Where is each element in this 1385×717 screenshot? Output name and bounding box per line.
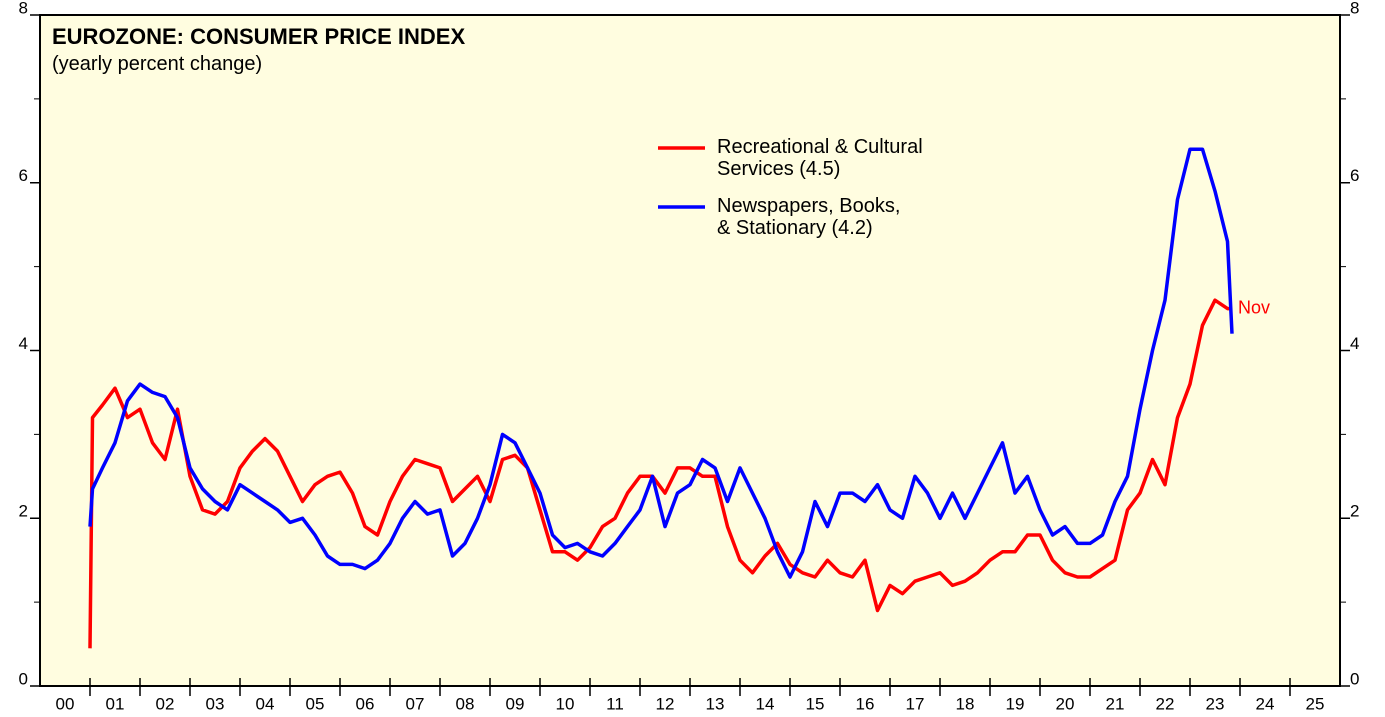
x-tick-label: 02 <box>156 694 175 713</box>
y-tick-label: 8 <box>19 0 28 17</box>
x-tick-label: 18 <box>956 694 975 713</box>
series-line <box>88 298 1232 649</box>
x-tick-label: 09 <box>506 694 525 713</box>
series-line <box>88 147 1234 579</box>
legend-label: Newspapers, Books, & Stationary (4.2) <box>717 195 901 239</box>
x-tick-label: 12 <box>656 694 675 713</box>
y2-tick-label: 2 <box>1350 502 1359 521</box>
y-tick-label: 6 <box>19 166 28 185</box>
legend-label: Recreational & Cultural Services (4.5) <box>717 136 923 180</box>
plot-area <box>39 14 1341 687</box>
x-tick-label: 17 <box>906 694 925 713</box>
x-tick-label: 04 <box>256 694 275 713</box>
y2-tick-label: 4 <box>1350 334 1359 353</box>
y2-tick-label: 8 <box>1350 0 1359 17</box>
x-tick-label: 11 <box>606 694 624 713</box>
x-tick-label: 16 <box>856 694 875 713</box>
x-tick-label: 07 <box>406 694 425 713</box>
y-tick-label: 0 <box>19 669 28 688</box>
y2-tick-label: 6 <box>1350 166 1359 185</box>
y-tick-label: 4 <box>19 334 28 353</box>
x-tick-label: 21 <box>1106 694 1125 713</box>
x-tick-label: 01 <box>106 694 125 713</box>
x-tick-label: 15 <box>806 694 825 713</box>
x-tick-label: 03 <box>206 694 225 713</box>
x-tick-label: 24 <box>1256 694 1275 713</box>
x-tick-label: 23 <box>1206 694 1225 713</box>
x-tick-label: 14 <box>756 694 775 713</box>
y-tick-label: 2 <box>19 502 28 521</box>
x-tick-label: 08 <box>456 694 475 713</box>
chart-subtitle: (yearly percent change) <box>52 53 262 75</box>
x-tick-label: 06 <box>356 694 375 713</box>
x-tick-label: 19 <box>1006 694 1025 713</box>
y2-tick-label: 0 <box>1350 669 1359 688</box>
chart-title: EUROZONE: CONSUMER PRICE INDEX <box>52 24 465 49</box>
x-tick-label: 00 <box>56 694 75 713</box>
x-tick-label: 25 <box>1306 694 1325 713</box>
x-tick-label: 13 <box>706 694 725 713</box>
x-tick-label: 10 <box>556 694 575 713</box>
x-tick-label: 05 <box>306 694 325 713</box>
x-tick-label: 22 <box>1156 694 1175 713</box>
x-tick-label: 20 <box>1056 694 1075 713</box>
annotation: Nov <box>1238 297 1270 317</box>
